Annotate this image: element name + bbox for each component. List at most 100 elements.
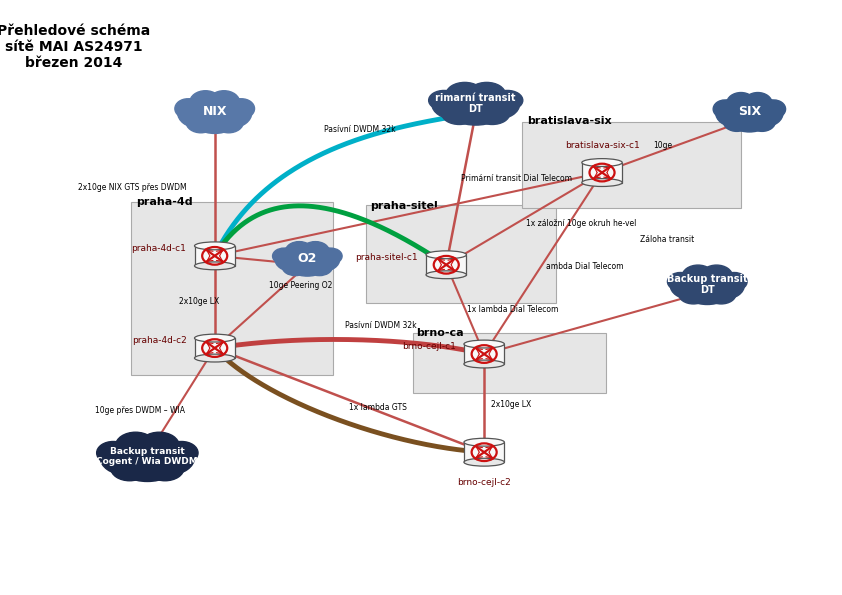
Ellipse shape <box>426 251 466 259</box>
Ellipse shape <box>464 458 504 466</box>
Text: Pasívní DWDM 32k: Pasívní DWDM 32k <box>324 125 396 134</box>
Ellipse shape <box>721 273 747 291</box>
Text: 10ge: 10ge <box>653 140 673 150</box>
Ellipse shape <box>749 111 775 131</box>
FancyBboxPatch shape <box>464 442 504 462</box>
Ellipse shape <box>175 99 201 118</box>
Ellipse shape <box>195 262 235 270</box>
Text: brno-cejl-c2: brno-cejl-c2 <box>457 478 511 487</box>
Ellipse shape <box>668 273 694 291</box>
Ellipse shape <box>429 90 460 110</box>
Ellipse shape <box>685 280 729 305</box>
Ellipse shape <box>723 111 750 131</box>
Text: Pasívní DWDM 32k: Pasívní DWDM 32k <box>345 321 417 330</box>
Ellipse shape <box>713 100 737 118</box>
Ellipse shape <box>193 108 237 133</box>
Text: 10ge přes DWDM – WIA: 10ge přes DWDM – WIA <box>95 406 185 415</box>
Text: praha-4d-c1: praha-4d-c1 <box>131 244 186 253</box>
Ellipse shape <box>301 242 329 261</box>
FancyBboxPatch shape <box>582 162 622 183</box>
Ellipse shape <box>701 265 733 287</box>
Text: Záloha transit: Záloha transit <box>640 234 694 244</box>
Ellipse shape <box>282 258 308 275</box>
Text: 2x10ge LX: 2x10ge LX <box>491 400 531 409</box>
Ellipse shape <box>111 456 148 481</box>
Ellipse shape <box>115 432 156 459</box>
Text: praha-4d-c2: praha-4d-c2 <box>131 336 186 346</box>
Text: Přehledové schéma
sítě MAI AS24971
březen 2014: Přehledové schéma sítě MAI AS24971 březe… <box>0 24 151 70</box>
Ellipse shape <box>208 90 240 114</box>
Ellipse shape <box>464 360 504 368</box>
Text: 1x lambda Dial Telecom: 1x lambda Dial Telecom <box>467 305 559 314</box>
Ellipse shape <box>492 90 523 110</box>
FancyBboxPatch shape <box>413 333 606 393</box>
Ellipse shape <box>190 94 239 128</box>
Ellipse shape <box>145 440 195 475</box>
Ellipse shape <box>442 103 477 124</box>
Ellipse shape <box>582 159 622 167</box>
Ellipse shape <box>727 93 755 114</box>
Text: Primární transit Dial Telecom: Primární transit Dial Telecom <box>461 174 573 183</box>
Ellipse shape <box>189 90 221 114</box>
Ellipse shape <box>426 271 466 278</box>
Text: O2: O2 <box>297 252 317 265</box>
Ellipse shape <box>679 284 708 304</box>
Text: Backup transit
Cogent / Wia DWDM: Backup transit Cogent / Wia DWDM <box>97 447 198 466</box>
Ellipse shape <box>139 432 179 459</box>
FancyBboxPatch shape <box>195 246 235 266</box>
Text: praha-sitel-c1: praha-sitel-c1 <box>355 253 418 262</box>
Ellipse shape <box>306 258 333 275</box>
Text: bratislava-six: bratislava-six <box>527 116 612 126</box>
Ellipse shape <box>475 103 509 124</box>
Ellipse shape <box>100 440 150 475</box>
Ellipse shape <box>447 86 504 120</box>
Ellipse shape <box>306 248 339 271</box>
Text: Backup transit
DT: Backup transit DT <box>667 274 748 295</box>
Ellipse shape <box>432 89 478 119</box>
Ellipse shape <box>273 248 296 264</box>
Text: praha-sitel: praha-sitel <box>370 201 438 211</box>
Ellipse shape <box>117 436 178 475</box>
FancyBboxPatch shape <box>131 202 333 375</box>
Text: brno-ca: brno-ca <box>416 328 464 338</box>
FancyBboxPatch shape <box>366 205 556 303</box>
Ellipse shape <box>213 98 252 127</box>
Ellipse shape <box>706 272 744 299</box>
Ellipse shape <box>147 456 184 481</box>
FancyBboxPatch shape <box>522 122 741 208</box>
Ellipse shape <box>195 242 235 250</box>
FancyBboxPatch shape <box>464 344 504 364</box>
FancyBboxPatch shape <box>195 338 235 358</box>
Ellipse shape <box>275 248 309 271</box>
Text: 1x lambda GTS: 1x lambda GTS <box>349 403 408 412</box>
Text: praha-4d: praha-4d <box>136 197 193 207</box>
Ellipse shape <box>743 93 772 114</box>
Ellipse shape <box>468 82 505 106</box>
Text: NIX: NIX <box>202 105 227 118</box>
Ellipse shape <box>195 334 235 342</box>
Ellipse shape <box>228 99 254 118</box>
Ellipse shape <box>762 100 786 118</box>
Text: SIX: SIX <box>738 105 761 118</box>
Ellipse shape <box>727 96 771 127</box>
Ellipse shape <box>682 265 714 287</box>
Ellipse shape <box>178 98 216 127</box>
Ellipse shape <box>582 178 622 186</box>
Ellipse shape <box>748 99 783 127</box>
Text: 1x záložní 10ge okruh he-vel: 1x záložní 10ge okruh he-vel <box>526 218 637 228</box>
Ellipse shape <box>446 82 483 106</box>
Ellipse shape <box>195 354 235 362</box>
Ellipse shape <box>165 441 198 464</box>
Ellipse shape <box>214 111 243 133</box>
Ellipse shape <box>119 452 176 481</box>
Ellipse shape <box>286 245 328 272</box>
Ellipse shape <box>716 99 751 127</box>
Ellipse shape <box>473 89 520 119</box>
Ellipse shape <box>288 255 327 276</box>
Ellipse shape <box>450 99 502 125</box>
Ellipse shape <box>683 268 732 300</box>
Ellipse shape <box>186 111 216 133</box>
Text: brno-cejl-c1: brno-cejl-c1 <box>402 342 456 352</box>
Ellipse shape <box>706 284 736 304</box>
Ellipse shape <box>670 272 709 299</box>
